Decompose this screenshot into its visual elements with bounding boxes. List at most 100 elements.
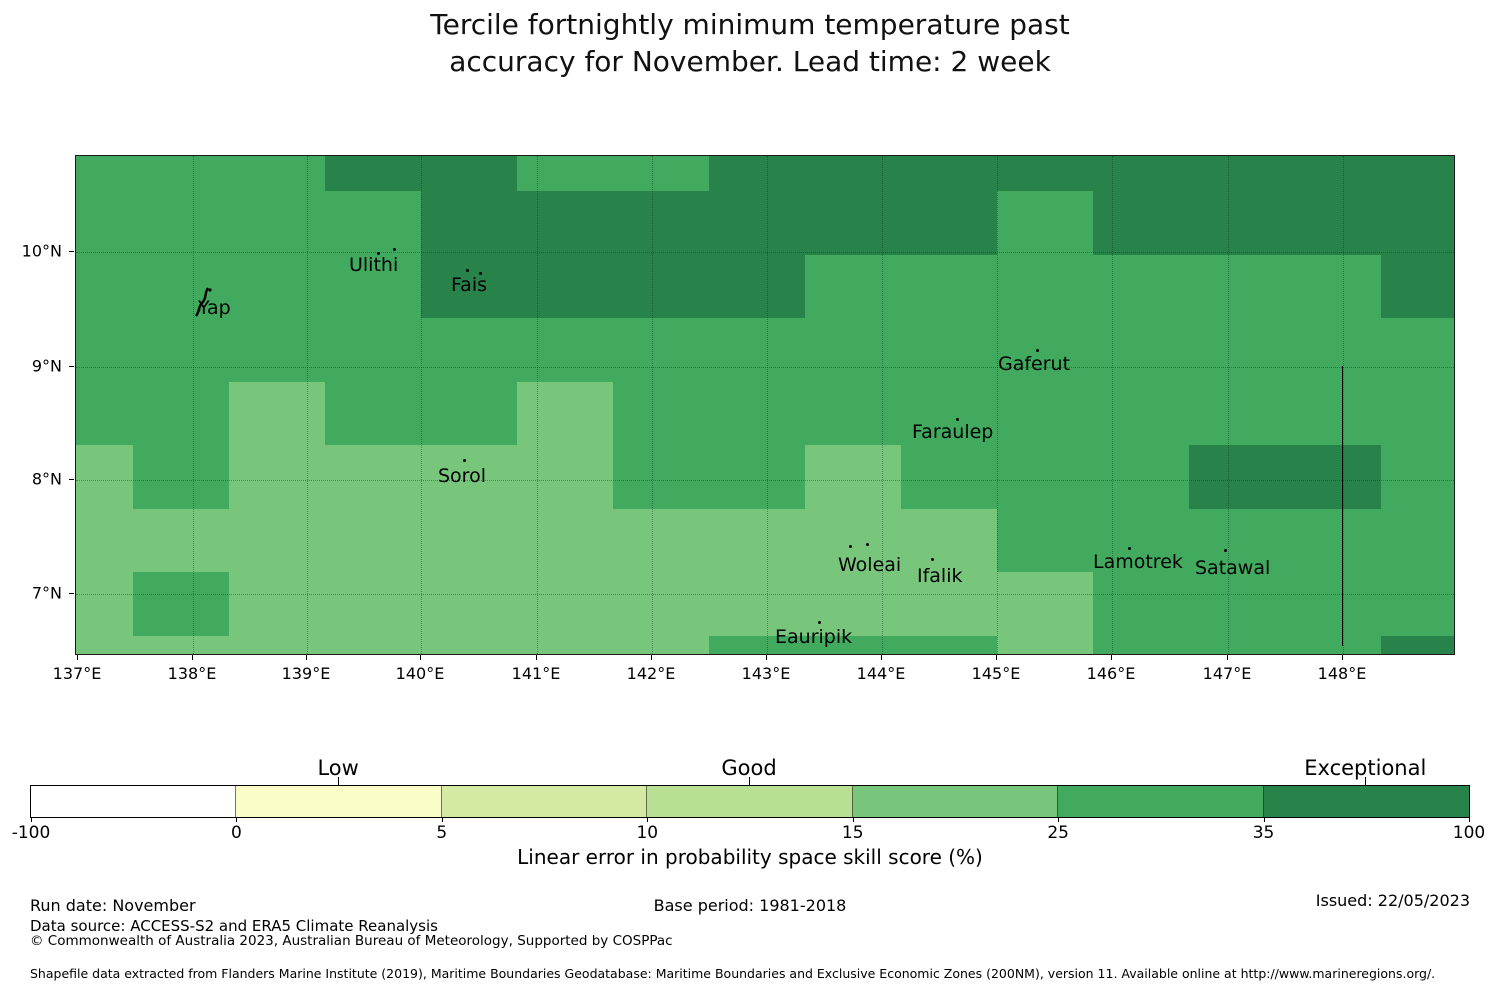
grid-cell bbox=[229, 572, 325, 636]
grid-cell bbox=[613, 381, 709, 445]
grid-cell bbox=[325, 381, 421, 445]
grid-cell bbox=[133, 191, 229, 255]
colorbar-tick-label: 10 bbox=[636, 823, 659, 843]
x-axis-tick-label: 143°E bbox=[741, 664, 791, 683]
colorbar-tick-label: 100 bbox=[1452, 823, 1486, 843]
island-label: Gaferut bbox=[998, 353, 1071, 375]
colorbar-tick bbox=[852, 818, 854, 822]
figure-title-line-2: accuracy for November. Lead time: 2 week bbox=[449, 45, 1051, 78]
island-label: Lamotrek bbox=[1093, 551, 1183, 573]
grid-cell bbox=[517, 572, 613, 636]
grid-cell bbox=[517, 318, 613, 382]
x-axis-tick bbox=[651, 655, 652, 660]
grid-cell bbox=[133, 508, 229, 572]
grid-cell bbox=[1093, 156, 1189, 191]
grid-cell bbox=[229, 635, 325, 654]
grid-cell bbox=[1285, 508, 1381, 572]
colorbar-category-label: Exceptional bbox=[1304, 756, 1427, 780]
grid-cell bbox=[325, 156, 421, 191]
grid-cell bbox=[1381, 445, 1454, 509]
grid-cell bbox=[1285, 635, 1381, 654]
grid-cell bbox=[517, 191, 613, 255]
grid-cell bbox=[133, 445, 229, 509]
island-marker bbox=[462, 458, 466, 462]
grid-cell bbox=[1381, 254, 1454, 318]
x-axis-tick bbox=[192, 655, 193, 660]
grid-cell bbox=[76, 156, 133, 191]
island-marker bbox=[392, 247, 396, 251]
grid-cell bbox=[1189, 572, 1285, 636]
grid-cell bbox=[997, 572, 1093, 636]
figure-title-line-1: Tercile fortnightly minimum temperature … bbox=[430, 8, 1070, 41]
x-axis-tick bbox=[996, 655, 997, 660]
grid-cell bbox=[805, 572, 901, 636]
grid-cell bbox=[709, 191, 805, 255]
grid-cell bbox=[133, 254, 229, 318]
island-marker bbox=[865, 542, 869, 546]
longitude-gridline bbox=[882, 156, 883, 654]
colorbar-category-tick bbox=[749, 777, 750, 785]
grid-cell bbox=[229, 318, 325, 382]
x-axis-tick bbox=[1111, 655, 1112, 660]
y-axis-tick-label: 10°N bbox=[21, 241, 62, 261]
grid-cell bbox=[997, 381, 1093, 445]
colorbar-tick-label: -100 bbox=[11, 823, 51, 843]
grid-cell bbox=[133, 381, 229, 445]
grid-cell bbox=[421, 508, 517, 572]
grid-cell bbox=[517, 381, 613, 445]
grid-cell bbox=[709, 381, 805, 445]
grid-cell bbox=[613, 445, 709, 509]
x-axis-tick-label: 138°E bbox=[167, 664, 217, 683]
latitude-gridline bbox=[76, 594, 1454, 595]
grid-cell bbox=[901, 254, 997, 318]
grid-cell bbox=[1189, 254, 1285, 318]
island-marker bbox=[848, 544, 852, 548]
grid-cell bbox=[517, 254, 613, 318]
grid-cell bbox=[76, 318, 133, 382]
grid-cell bbox=[76, 635, 133, 654]
grid-cell bbox=[901, 635, 997, 654]
grid-cell bbox=[997, 191, 1093, 255]
grid-cell bbox=[1381, 572, 1454, 636]
grid-cell bbox=[133, 572, 229, 636]
grid-cell bbox=[997, 445, 1093, 509]
island-label: Fais bbox=[451, 274, 488, 296]
data-source-text: Data source: ACCESS-S2 and ERA5 Climate … bbox=[30, 917, 438, 935]
grid-cell bbox=[1285, 381, 1381, 445]
island-marker bbox=[1035, 348, 1039, 352]
x-axis-tick bbox=[420, 655, 421, 660]
x-axis-tick-label: 140°E bbox=[395, 664, 445, 683]
grid-cell bbox=[1189, 318, 1285, 382]
grid-cell bbox=[133, 318, 229, 382]
grid-cell bbox=[1285, 191, 1381, 255]
x-axis-tick-label: 137°E bbox=[52, 664, 102, 683]
grid-cell bbox=[997, 635, 1093, 654]
colorbar-category-tick bbox=[338, 777, 340, 785]
y-axis-tick-label: 8°N bbox=[31, 469, 62, 489]
grid-cell bbox=[517, 635, 613, 654]
colorbar bbox=[30, 785, 1470, 818]
x-axis-tick bbox=[766, 655, 767, 660]
grid-cell bbox=[805, 445, 901, 509]
grid-cell bbox=[709, 635, 805, 654]
grid-cell bbox=[325, 191, 421, 255]
grid-cell bbox=[76, 508, 133, 572]
island-label: Ulithi bbox=[349, 254, 399, 276]
copyright-text: © Commonwealth of Australia 2023, Austra… bbox=[30, 933, 673, 949]
grid-cell bbox=[133, 635, 229, 654]
grid-cell bbox=[901, 572, 997, 636]
x-axis-tick bbox=[1227, 655, 1228, 660]
island-label: Woleai bbox=[838, 554, 902, 576]
y-axis-tick bbox=[69, 365, 74, 367]
island-marker bbox=[930, 557, 934, 561]
island-marker bbox=[955, 417, 959, 421]
grid-cell bbox=[325, 508, 421, 572]
island-marker bbox=[1127, 546, 1131, 550]
y-axis-tick bbox=[69, 593, 74, 594]
grid-cell bbox=[421, 156, 517, 191]
grid-cell bbox=[1189, 508, 1285, 572]
longitude-gridline bbox=[537, 156, 538, 654]
island-label: Faraulep bbox=[912, 421, 994, 443]
grid-cell bbox=[1285, 156, 1381, 191]
island-marker bbox=[478, 271, 482, 275]
